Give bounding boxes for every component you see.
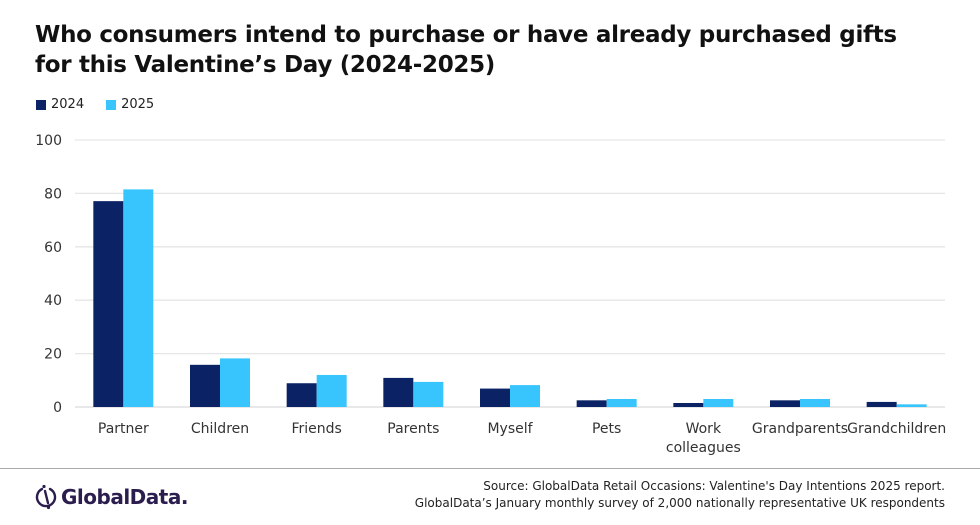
x-tick-label: Myself bbox=[487, 421, 533, 437]
chart-title: Who consumers intend to purchase or have… bbox=[35, 20, 965, 80]
y-tick-label: 40 bbox=[44, 293, 62, 309]
bar-chart: 0 20 40 60 80 100 Partner Children Friends Paren… bbox=[35, 133, 946, 456]
x-tick-label: Work colleagues bbox=[666, 421, 741, 456]
bar-2025-grandparents bbox=[800, 398, 830, 407]
bar-2024-partner bbox=[93, 201, 124, 407]
bar-2024-parents bbox=[383, 377, 414, 407]
bar-2024-myself bbox=[480, 388, 510, 407]
globaldata-logo: GlobalData. bbox=[35, 484, 188, 510]
logo-text: GlobalData. bbox=[61, 485, 188, 509]
y-tick-label: 0 bbox=[53, 400, 62, 416]
x-tick-label: Parents bbox=[387, 421, 439, 437]
bar-2025-pets bbox=[606, 398, 637, 407]
bar-2024-grandparents bbox=[770, 400, 800, 407]
bar-2024-grandchildren bbox=[866, 401, 897, 407]
y-tick-label: 80 bbox=[44, 186, 62, 202]
source-note: Source: GlobalData Retail Occasions: Val… bbox=[415, 478, 945, 512]
legend-item-2024: 2024 bbox=[36, 97, 84, 112]
bar-2024-work-colleagues bbox=[673, 402, 704, 407]
globaldata-logo-icon bbox=[35, 484, 57, 510]
y-tick-label: 100 bbox=[35, 133, 62, 149]
x-tick-label: Partner bbox=[98, 421, 149, 437]
bar-2024-children bbox=[190, 364, 220, 407]
x-tick-label: Pets bbox=[592, 421, 621, 437]
bar-2025-grandchildren bbox=[896, 404, 927, 407]
legend-label-2024: 2024 bbox=[51, 97, 85, 112]
x-axis-labels: Partner Children Friends Parents Myself Pets W… bbox=[98, 421, 946, 456]
bar-2025-work-colleagues bbox=[703, 398, 734, 407]
legend-swatch-2025 bbox=[106, 99, 117, 110]
bar-2025-children bbox=[220, 358, 250, 407]
chart-title-line-1: Who consumers intend to purchase or have… bbox=[35, 22, 897, 48]
source-line-1: Source: GlobalData Retail Occasions: Val… bbox=[483, 479, 945, 493]
legend-item-2025: 2025 bbox=[106, 97, 154, 112]
x-tick-label: Friends bbox=[291, 421, 341, 437]
legend-label-2025: 2025 bbox=[121, 97, 155, 112]
bar-2025-friends bbox=[316, 374, 347, 407]
chart-legend: 2024 2025 bbox=[36, 97, 176, 112]
y-tick-label: 60 bbox=[44, 240, 62, 256]
source-line-2: GlobalData’s January monthly survey of 2… bbox=[414, 496, 945, 510]
bars bbox=[93, 189, 927, 407]
y-axis-ticks: 0 20 40 60 80 100 bbox=[35, 133, 62, 416]
bar-2024-pets bbox=[576, 400, 607, 407]
x-tick-label: Grandchildren bbox=[847, 421, 946, 437]
chart-title-line-2: for this Valentine’s Day (2024-2025) bbox=[35, 52, 496, 78]
legend-swatch-2024 bbox=[36, 99, 46, 110]
footer-divider bbox=[0, 468, 980, 469]
y-tick-label: 20 bbox=[44, 347, 62, 363]
bar-2025-partner bbox=[123, 189, 154, 407]
x-tick-label: Children bbox=[191, 421, 249, 437]
bar-2025-myself bbox=[510, 385, 540, 407]
bar-2025-parents bbox=[413, 381, 444, 407]
bar-2024-friends bbox=[286, 383, 317, 407]
x-tick-label: Grandparents bbox=[752, 421, 848, 437]
